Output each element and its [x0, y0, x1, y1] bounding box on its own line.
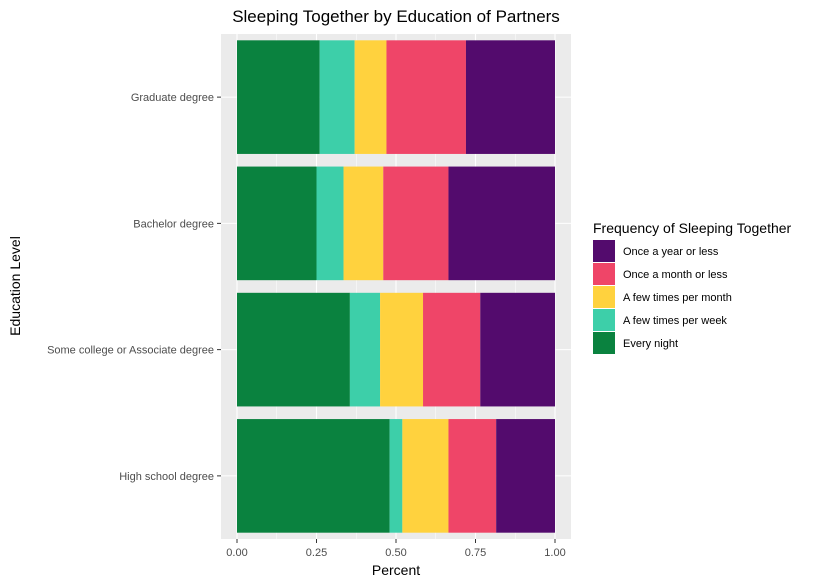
y-axis-title: Education Level	[7, 236, 23, 336]
x-tick-label: 0.50	[385, 547, 406, 559]
legend: Frequency of Sleeping Together Once a ye…	[593, 220, 792, 354]
y-tick-label: Bachelor degree	[133, 218, 214, 230]
legend-swatch	[593, 263, 615, 285]
legend-label: Every night	[623, 338, 678, 350]
bar-segment	[480, 292, 555, 407]
bar-segment	[319, 40, 355, 154]
legend-swatch	[593, 286, 615, 308]
bar-segment	[237, 292, 350, 407]
x-axis-ticks: 0.00 0.25 0.50 0.75 1.00	[226, 539, 566, 559]
bar-segment	[383, 166, 449, 281]
bar-segment	[237, 166, 317, 281]
bar-segment	[386, 40, 466, 154]
y-tick-label: Some college or Associate degree	[47, 345, 214, 357]
bar-segment	[343, 166, 384, 281]
x-tick-label: 1.00	[544, 547, 565, 559]
legend-swatch	[593, 240, 615, 262]
bar-segment	[402, 419, 449, 533]
bar-segment	[237, 419, 390, 533]
bar-segment	[354, 40, 387, 154]
x-tick-label: 0.75	[465, 547, 486, 559]
bar-segment	[349, 292, 381, 407]
x-tick-label: 0.25	[306, 547, 327, 559]
bar-segment	[389, 419, 403, 533]
bar-segment	[237, 40, 320, 154]
bar-segment	[380, 292, 424, 407]
bar-segment	[465, 40, 555, 154]
chart-title: Sleeping Together by Education of Partne…	[232, 7, 560, 26]
bar-segment	[448, 419, 497, 533]
x-axis-title: Percent	[372, 562, 420, 578]
bar-segment	[496, 419, 555, 533]
bars	[237, 40, 555, 533]
legend-label: A few times per week	[623, 315, 727, 327]
legend-title: Frequency of Sleeping Together	[593, 220, 792, 236]
x-tick-label: 0.00	[226, 547, 247, 559]
y-tick-label: High school degree	[119, 471, 214, 483]
y-axis-ticks: Graduate degree Bachelor degree Some colle…	[47, 92, 221, 483]
legend-label: Once a year or less	[623, 246, 719, 258]
bar-segment	[448, 166, 555, 281]
legend-label: Once a month or less	[623, 269, 728, 281]
bar-segment	[316, 166, 344, 281]
bar-segment	[423, 292, 481, 407]
legend-label: A few times per month	[623, 292, 732, 304]
y-tick-label: Graduate degree	[131, 92, 214, 104]
legend-swatch	[593, 332, 615, 354]
legend-swatch	[593, 309, 615, 331]
